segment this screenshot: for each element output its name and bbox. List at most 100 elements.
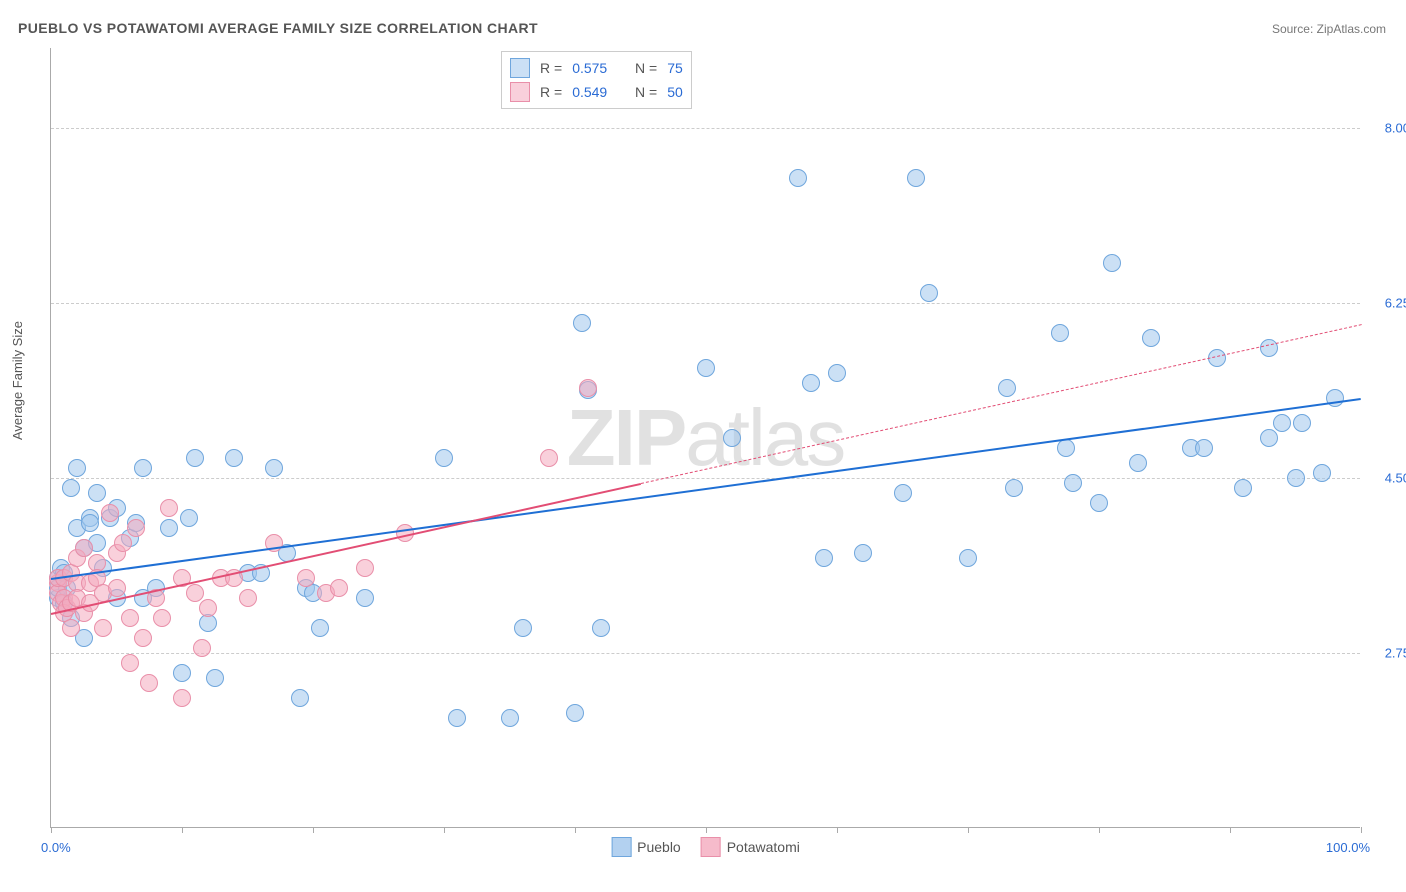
x-tick <box>313 827 314 833</box>
pueblo-point <box>311 619 329 637</box>
potawatomi-point <box>121 654 139 672</box>
pueblo-point <box>1234 479 1252 497</box>
gridline <box>51 128 1360 129</box>
pueblo-point <box>1090 494 1108 512</box>
pueblo-point <box>920 284 938 302</box>
x-axis-max-label: 100.0% <box>1326 840 1370 855</box>
potawatomi-point <box>173 689 191 707</box>
x-tick <box>1099 827 1100 833</box>
y-tick-label: 4.50 <box>1370 471 1406 486</box>
scatter-plot-area: ZIPatlas R = 0.575 N = 75 R = 0.549 N = … <box>50 48 1360 828</box>
potawatomi-swatch <box>510 82 530 102</box>
potawatomi-point <box>108 579 126 597</box>
pueblo-point <box>1005 479 1023 497</box>
pueblo-point <box>998 379 1016 397</box>
pueblo-point <box>1287 469 1305 487</box>
legend-item-pueblo: Pueblo <box>611 837 681 857</box>
pueblo-point <box>592 619 610 637</box>
pueblo-point <box>160 519 178 537</box>
pueblo-point <box>265 459 283 477</box>
pueblo-point <box>1103 254 1121 272</box>
potawatomi-point <box>160 499 178 517</box>
pueblo-point <box>514 619 532 637</box>
source-attribution: Source: ZipAtlas.com <box>1272 22 1386 36</box>
pueblo-point <box>1195 439 1213 457</box>
x-tick <box>51 827 52 833</box>
pueblo-point <box>573 314 591 332</box>
pueblo-point <box>1273 414 1291 432</box>
pueblo-point <box>1129 454 1147 472</box>
pueblo-point <box>173 664 191 682</box>
pueblo-point <box>291 689 309 707</box>
x-tick <box>1230 827 1231 833</box>
potawatomi-point <box>193 639 211 657</box>
x-tick <box>1361 827 1362 833</box>
x-tick <box>837 827 838 833</box>
potawatomi-point <box>101 504 119 522</box>
pueblo-point <box>1260 339 1278 357</box>
pueblo-point <box>959 549 977 567</box>
pueblo-point <box>854 544 872 562</box>
potawatomi-point <box>127 519 145 537</box>
potawatomi-point <box>62 619 80 637</box>
pueblo-point <box>88 484 106 502</box>
pueblo-point <box>180 509 198 527</box>
x-tick <box>575 827 576 833</box>
potawatomi-point <box>186 584 204 602</box>
potawatomi-point <box>121 609 139 627</box>
pueblo-point <box>566 704 584 722</box>
pueblo-point <box>1051 324 1069 342</box>
gridline <box>51 653 1360 654</box>
pueblo-point <box>1064 474 1082 492</box>
legend-stats: R = 0.575 N = 75 R = 0.549 N = 50 <box>501 51 692 109</box>
y-tick-label: 6.25 <box>1370 296 1406 311</box>
pueblo-point <box>1313 464 1331 482</box>
gridline <box>51 303 1360 304</box>
pueblo-point <box>815 549 833 567</box>
pueblo-point <box>723 429 741 447</box>
y-tick-label: 8.00 <box>1370 121 1406 136</box>
legend-row-pueblo: R = 0.575 N = 75 <box>510 56 683 80</box>
pueblo-swatch-icon <box>611 837 631 857</box>
potawatomi-point <box>239 589 257 607</box>
pueblo-point <box>907 169 925 187</box>
pueblo-point <box>1057 439 1075 457</box>
legend-label: Potawatomi <box>727 839 800 855</box>
legend-label: Pueblo <box>637 839 681 855</box>
legend-series: Pueblo Potawatomi <box>611 837 800 857</box>
pueblo-point <box>206 669 224 687</box>
chart-title: PUEBLO VS POTAWATOMI AVERAGE FAMILY SIZE… <box>18 20 538 36</box>
potawatomi-point <box>134 629 152 647</box>
potawatomi-point <box>153 609 171 627</box>
x-tick <box>706 827 707 833</box>
pueblo-point <box>81 514 99 532</box>
pueblo-point <box>68 459 86 477</box>
potawatomi-point <box>330 579 348 597</box>
pueblo-point <box>134 459 152 477</box>
pueblo-point <box>789 169 807 187</box>
potawatomi-point <box>94 619 112 637</box>
potawatomi-point <box>356 559 374 577</box>
potawatomi-point <box>199 599 217 617</box>
potawatomi-point <box>140 674 158 692</box>
potawatomi-regression-line <box>51 483 641 615</box>
y-axis-label: Average Family Size <box>10 321 25 440</box>
y-tick-label: 2.75 <box>1370 646 1406 661</box>
potawatomi-point <box>114 534 132 552</box>
pueblo-point <box>697 359 715 377</box>
x-tick <box>444 827 445 833</box>
potawatomi-point <box>579 379 597 397</box>
legend-item-potawatomi: Potawatomi <box>701 837 800 857</box>
potawatomi-swatch-icon <box>701 837 721 857</box>
potawatomi-point <box>540 449 558 467</box>
pueblo-point <box>802 374 820 392</box>
pueblo-regression-line <box>51 398 1361 580</box>
pueblo-point <box>62 479 80 497</box>
potawatomi-regression-line <box>640 324 1361 484</box>
pueblo-point <box>501 709 519 727</box>
pueblo-point <box>435 449 453 467</box>
potawatomi-point <box>75 539 93 557</box>
legend-row-potawatomi: R = 0.549 N = 50 <box>510 80 683 104</box>
x-tick <box>968 827 969 833</box>
pueblo-swatch <box>510 58 530 78</box>
